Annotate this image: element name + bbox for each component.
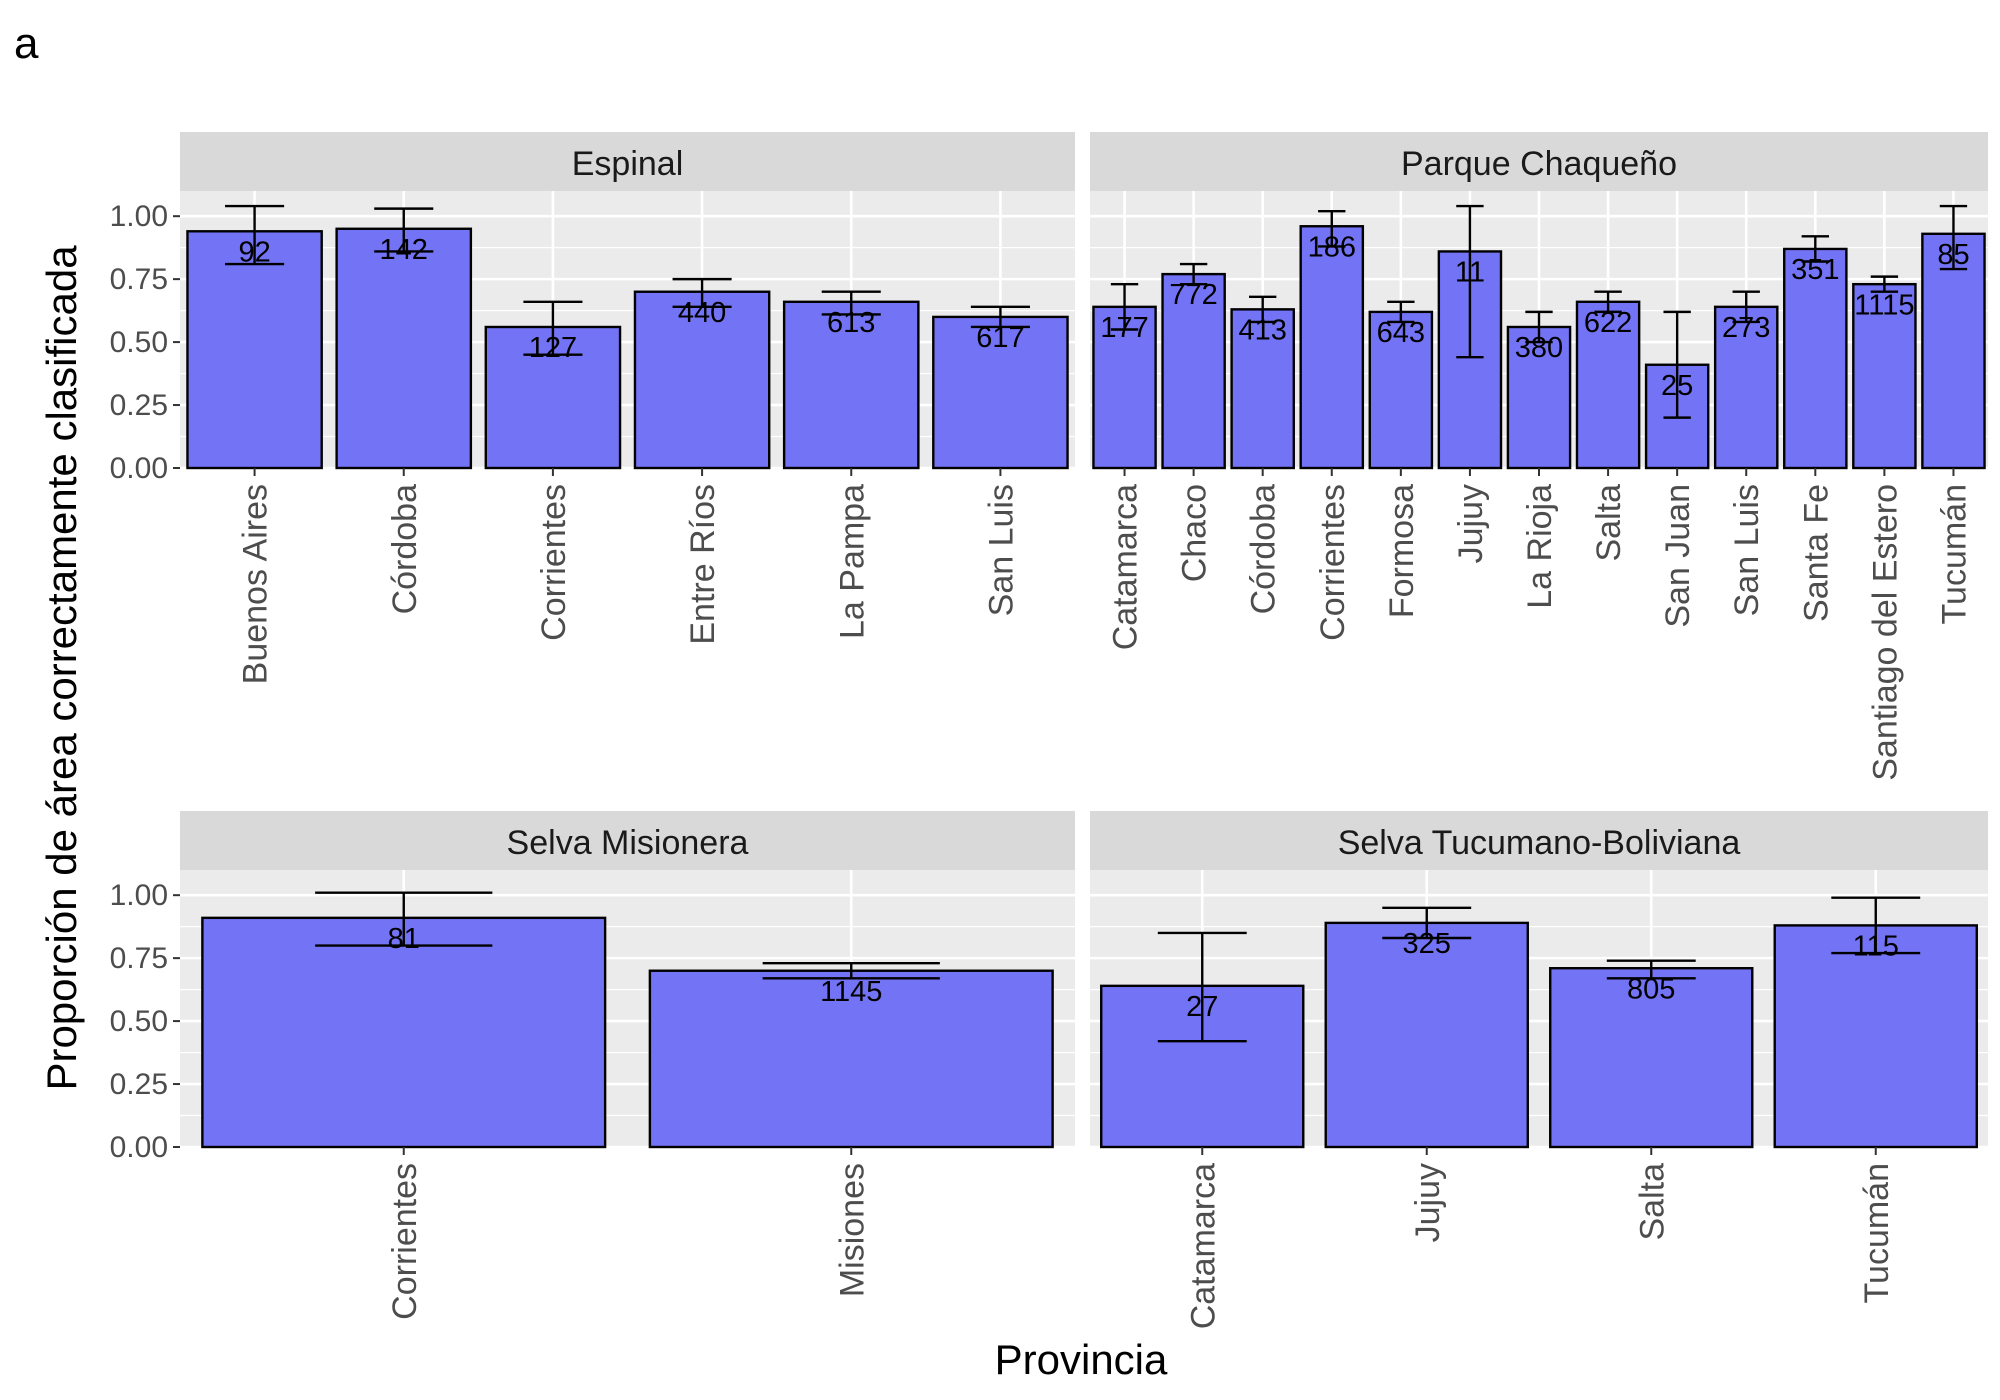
bar-count-label: 273 bbox=[1722, 312, 1770, 344]
x-tick-label: Buenos Aires bbox=[237, 484, 275, 684]
panel-4: Selva Tucumano-Boliviana 27 Catamarca 325 Ju… bbox=[1090, 811, 1988, 1329]
panel-1: Espinal 0.00 0.25 0.50 0.75 1.00 92 Buenos Aire… bbox=[110, 132, 1075, 684]
bar bbox=[782, 300, 920, 470]
y-tick-label: 0.00 bbox=[110, 1131, 168, 1164]
bar bbox=[335, 227, 473, 470]
y-tick-label: 0.50 bbox=[110, 1005, 168, 1038]
x-tick-label: Tucumán bbox=[1935, 484, 1973, 624]
facet-strip bbox=[1090, 132, 1988, 191]
panel-3: Selva Misionera 0.00 0.25 0.50 0.75 1.00 81 Cor… bbox=[110, 811, 1075, 1320]
bar-count-label: 380 bbox=[1515, 332, 1563, 364]
bar-count-label: 1145 bbox=[820, 976, 882, 1008]
y-axis-title: Proporción de área correctamente clasifi… bbox=[38, 245, 85, 1091]
figure-tag: a bbox=[14, 19, 39, 68]
bar-count-label: 92 bbox=[238, 236, 270, 268]
y-tick-label: 1.00 bbox=[110, 879, 168, 912]
x-tick-label: La Rioja bbox=[1521, 484, 1559, 609]
bar-count-label: 613 bbox=[827, 307, 875, 339]
bar bbox=[1299, 225, 1365, 470]
bar bbox=[648, 969, 1054, 1149]
x-tick-label: Formosa bbox=[1383, 484, 1421, 618]
bar-count-label: 186 bbox=[1308, 231, 1356, 263]
facet-strip-label: Selva Tucumano-Boliviana bbox=[1338, 824, 1741, 862]
x-tick-label: San Luis bbox=[1728, 484, 1766, 616]
x-tick-label: Córdoba bbox=[1245, 484, 1283, 615]
x-tick-label: San Juan bbox=[1659, 484, 1697, 628]
bar bbox=[1921, 232, 1986, 470]
bar-count-label: 11 bbox=[1455, 257, 1485, 289]
x-tick-label: Misiones bbox=[833, 1163, 871, 1297]
bar bbox=[1783, 247, 1848, 470]
bar-count-label: 772 bbox=[1169, 279, 1217, 311]
facet-panels: Espinal 0.00 0.25 0.50 0.75 1.00 92 Buenos Aire… bbox=[110, 132, 1988, 1329]
bar bbox=[1324, 921, 1529, 1149]
bar bbox=[201, 916, 607, 1149]
x-tick-label: San Luis bbox=[982, 484, 1020, 616]
y-tick-label: 0.75 bbox=[110, 263, 168, 296]
x-tick-label: Corrientes bbox=[535, 484, 573, 641]
y-tick-label: 0.75 bbox=[110, 942, 168, 975]
bar-count-label: 1115 bbox=[1854, 289, 1914, 321]
bar-count-label: 27 bbox=[1186, 991, 1218, 1023]
bar-count-label: 115 bbox=[1853, 931, 1899, 963]
bar-count-label: 325 bbox=[1403, 928, 1451, 960]
x-tick-label: Catamarca bbox=[1184, 1163, 1222, 1329]
x-tick-label: Catamarca bbox=[1107, 484, 1145, 650]
bar-count-label: 142 bbox=[380, 234, 428, 266]
bar-count-label: 81 bbox=[388, 923, 420, 955]
y-tick-label: 0.25 bbox=[110, 389, 168, 422]
x-tick-label: Córdoba bbox=[386, 484, 424, 615]
bar bbox=[1230, 308, 1295, 470]
facet-strip-label: Espinal bbox=[572, 145, 684, 183]
x-axis-title: Provincia bbox=[995, 1336, 1168, 1383]
facet-strip bbox=[180, 811, 1075, 870]
bar-count-label: 177 bbox=[1100, 312, 1148, 344]
x-tick-label: Salta bbox=[1633, 1163, 1671, 1241]
x-tick-label: Santa Fe bbox=[1797, 484, 1835, 622]
y-tick-label: 0.25 bbox=[110, 1068, 168, 1101]
y-tick-label: 0.50 bbox=[110, 326, 168, 359]
bar-count-label: 622 bbox=[1584, 307, 1632, 339]
x-tick-label: Tucumán bbox=[1858, 1163, 1896, 1303]
bar bbox=[1161, 272, 1226, 470]
facet-strip-label: Selva Misionera bbox=[507, 824, 749, 862]
bar-count-label: 440 bbox=[678, 297, 726, 329]
bar-count-label: 85 bbox=[1937, 239, 1969, 271]
x-tick-label: Corrientes bbox=[1314, 484, 1352, 641]
bar-count-label: 127 bbox=[529, 332, 577, 364]
x-tick-label: Corrientes bbox=[386, 1163, 424, 1320]
facet-strip bbox=[180, 132, 1075, 191]
facet-strip-label: Parque Chaqueño bbox=[1401, 145, 1677, 183]
x-tick-label: Santiago del Estero bbox=[1866, 484, 1904, 781]
x-tick-label: Jujuy bbox=[1452, 484, 1490, 563]
bar-count-label: 805 bbox=[1627, 973, 1675, 1005]
x-tick-label: Salta bbox=[1590, 484, 1628, 562]
x-tick-label: La Pampa bbox=[833, 484, 871, 639]
bar bbox=[633, 290, 771, 470]
y-tick-label: 1.00 bbox=[110, 200, 168, 233]
facet-strip bbox=[1090, 811, 1988, 870]
bar bbox=[1368, 310, 1434, 470]
bar-count-label: 413 bbox=[1238, 315, 1286, 347]
x-tick-label: Jujuy bbox=[1409, 1163, 1447, 1242]
panel-background bbox=[180, 191, 1075, 468]
x-tick-label: Chaco bbox=[1176, 484, 1214, 582]
panel-2: Parque Chaqueño 177 Catamarca 772 Chaco 413 Có… bbox=[1090, 132, 1988, 781]
y-tick-label: 0.00 bbox=[110, 452, 168, 485]
bar-count-label: 351 bbox=[1791, 254, 1839, 286]
bar bbox=[1575, 300, 1641, 470]
bar bbox=[932, 315, 1069, 470]
x-tick-label: Entre Ríos bbox=[684, 484, 722, 645]
bar bbox=[1549, 967, 1754, 1149]
bar bbox=[1773, 924, 1978, 1149]
bar-count-label: 25 bbox=[1661, 370, 1693, 402]
bar-count-label: 617 bbox=[976, 322, 1024, 354]
bar-count-label: 643 bbox=[1377, 317, 1425, 349]
